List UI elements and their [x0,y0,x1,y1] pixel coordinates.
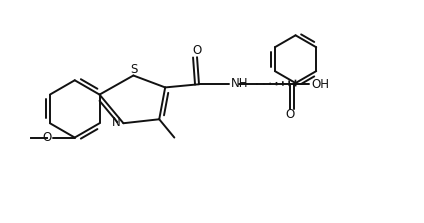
Text: N: N [112,116,121,129]
Text: O: O [42,131,52,144]
Text: O: O [285,108,295,121]
Text: NH: NH [231,77,249,90]
Text: S: S [131,63,138,76]
Text: OH: OH [311,78,329,91]
Text: O: O [192,44,202,57]
